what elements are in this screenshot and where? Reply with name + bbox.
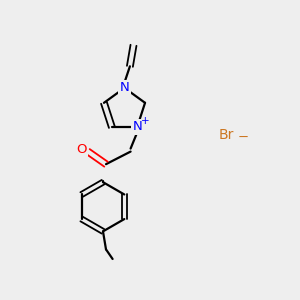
Text: N: N bbox=[120, 81, 129, 94]
Text: O: O bbox=[76, 143, 87, 156]
Text: Br: Br bbox=[219, 128, 234, 142]
Text: −: − bbox=[237, 131, 249, 144]
Text: N: N bbox=[132, 121, 142, 134]
Text: +: + bbox=[141, 116, 150, 126]
